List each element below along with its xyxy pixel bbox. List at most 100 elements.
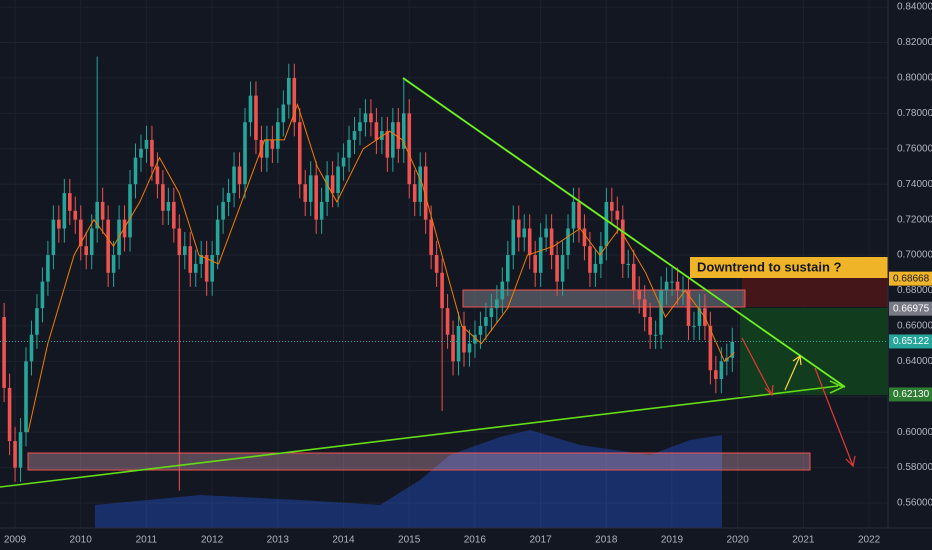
candle-body bbox=[484, 317, 488, 326]
candle-body bbox=[248, 95, 253, 123]
price-label: 0.66975 bbox=[893, 303, 930, 314]
x-tick-label: 2009 bbox=[4, 535, 27, 546]
candle-body bbox=[692, 325, 696, 327]
candle-body bbox=[2, 317, 6, 388]
price-label-bg bbox=[889, 301, 932, 316]
candle-body bbox=[588, 246, 592, 273]
candle-body bbox=[418, 166, 423, 202]
candle-body bbox=[686, 290, 691, 326]
candle-body bbox=[188, 246, 193, 273]
candle-body bbox=[495, 299, 499, 309]
candle-body bbox=[631, 263, 636, 291]
candle-body bbox=[391, 122, 395, 158]
volume-area bbox=[95, 430, 722, 528]
candle-body bbox=[57, 219, 61, 229]
price-label: 0.62130 bbox=[893, 389, 930, 400]
candle-body bbox=[538, 237, 543, 273]
candle-body bbox=[582, 228, 587, 247]
candle-body bbox=[18, 432, 23, 468]
uptrend-line bbox=[0, 385, 839, 488]
candle-body bbox=[84, 246, 89, 256]
candle-body bbox=[78, 219, 83, 247]
candle-body bbox=[51, 219, 56, 256]
candle-body bbox=[396, 122, 401, 149]
candle-body bbox=[232, 166, 236, 194]
price-label-bg bbox=[889, 271, 932, 286]
target-zone bbox=[740, 308, 888, 395]
annotation-box bbox=[690, 257, 888, 278]
candle-body bbox=[155, 166, 160, 185]
candle-body bbox=[7, 387, 12, 442]
candle-body bbox=[221, 201, 225, 220]
y-tick-label: 0.84000 bbox=[897, 2, 932, 13]
candle-body bbox=[675, 281, 680, 291]
y-tick-label: 0.82000 bbox=[897, 37, 932, 48]
arrowhead bbox=[845, 455, 856, 468]
candle-body bbox=[549, 228, 554, 256]
candle-body bbox=[478, 325, 483, 335]
candle-body bbox=[571, 201, 576, 229]
candle-body bbox=[462, 325, 466, 353]
x-tick-label: 2021 bbox=[792, 535, 815, 546]
candle-body bbox=[593, 263, 598, 273]
risk-zone bbox=[742, 278, 888, 307]
candle-body bbox=[303, 184, 308, 202]
candle-body bbox=[653, 334, 658, 336]
candle-body bbox=[516, 219, 521, 238]
candle-body bbox=[467, 343, 472, 353]
x-tick-label: 2020 bbox=[727, 535, 750, 546]
candle-body bbox=[336, 166, 340, 194]
x-tick-label: 2018 bbox=[595, 535, 618, 546]
x-tick-label: 2011 bbox=[136, 535, 158, 546]
candle-body bbox=[292, 77, 297, 123]
candle-body bbox=[68, 193, 72, 211]
support-zone bbox=[27, 452, 811, 471]
candle-body bbox=[281, 104, 286, 123]
candle-body bbox=[560, 255, 565, 282]
candle-body bbox=[423, 166, 428, 220]
candle-body bbox=[128, 184, 132, 238]
grid bbox=[0, 0, 888, 528]
candle-body bbox=[664, 281, 669, 291]
y-tick-label: 0.66000 bbox=[897, 321, 932, 332]
y-tick-label: 0.80000 bbox=[897, 73, 932, 84]
x-tick-label: 2014 bbox=[332, 535, 355, 546]
candle-body bbox=[489, 308, 494, 318]
candle-body bbox=[40, 281, 45, 309]
candle-body bbox=[24, 361, 28, 433]
candle-body bbox=[352, 131, 357, 140]
candle-body bbox=[577, 201, 581, 229]
candle-body bbox=[412, 184, 417, 202]
candle-body bbox=[500, 281, 505, 300]
candle-body bbox=[566, 228, 570, 256]
candle-body bbox=[615, 210, 620, 220]
candle-body bbox=[330, 175, 335, 194]
y-tick-label: 0.56000 bbox=[897, 498, 932, 509]
candle-body bbox=[451, 334, 455, 362]
candle-body bbox=[297, 122, 302, 185]
candle-body bbox=[620, 219, 625, 264]
candle-body bbox=[95, 201, 99, 229]
candle-body bbox=[445, 308, 450, 335]
candle-body bbox=[62, 193, 67, 229]
candle-body bbox=[533, 255, 537, 273]
candle-body bbox=[429, 219, 433, 256]
candle-body bbox=[363, 113, 368, 123]
candle-body bbox=[369, 113, 373, 123]
candle-body bbox=[265, 139, 269, 158]
candle-body bbox=[89, 228, 94, 256]
candle-body bbox=[177, 228, 182, 256]
candle-body bbox=[522, 228, 527, 238]
candle-body bbox=[133, 157, 138, 185]
candle-body bbox=[434, 255, 439, 273]
candle-body bbox=[308, 175, 313, 202]
moving-average bbox=[27, 102, 735, 433]
candle-body bbox=[358, 122, 362, 132]
y-tick-label: 0.58000 bbox=[897, 462, 932, 473]
candle-body bbox=[347, 139, 351, 158]
arrow-down-1 bbox=[741, 337, 773, 396]
annotation: Downtrend to sustain ? bbox=[697, 259, 842, 274]
candle-body bbox=[199, 255, 204, 264]
price-label: 0.68668 bbox=[893, 273, 930, 284]
